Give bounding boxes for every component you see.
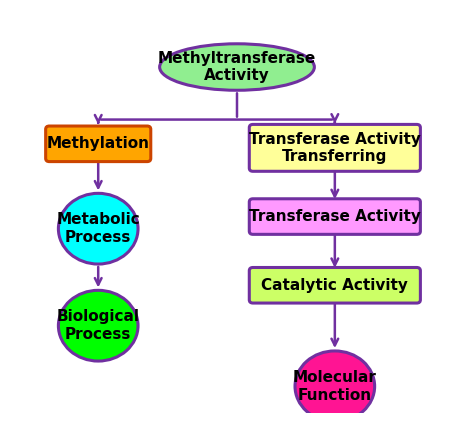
FancyBboxPatch shape [249, 125, 420, 171]
FancyBboxPatch shape [249, 267, 420, 303]
Text: Metabolic
Process: Metabolic Process [56, 213, 140, 245]
Circle shape [58, 290, 138, 361]
FancyBboxPatch shape [46, 126, 151, 162]
Circle shape [295, 351, 374, 421]
Circle shape [58, 193, 138, 264]
Text: Transferase Activity: Transferase Activity [249, 209, 421, 224]
Text: Transferase Activity
Transferring: Transferase Activity Transferring [249, 132, 421, 164]
Text: Catalytic Activity: Catalytic Activity [261, 278, 408, 293]
FancyBboxPatch shape [249, 199, 420, 234]
Ellipse shape [160, 44, 314, 90]
Text: Methyltransferase
Activity: Methyltransferase Activity [158, 51, 316, 83]
Text: Methylation: Methylation [47, 136, 150, 151]
Text: Molecular
Function: Molecular Function [293, 370, 377, 402]
Text: Biological
Process: Biological Process [57, 309, 140, 342]
